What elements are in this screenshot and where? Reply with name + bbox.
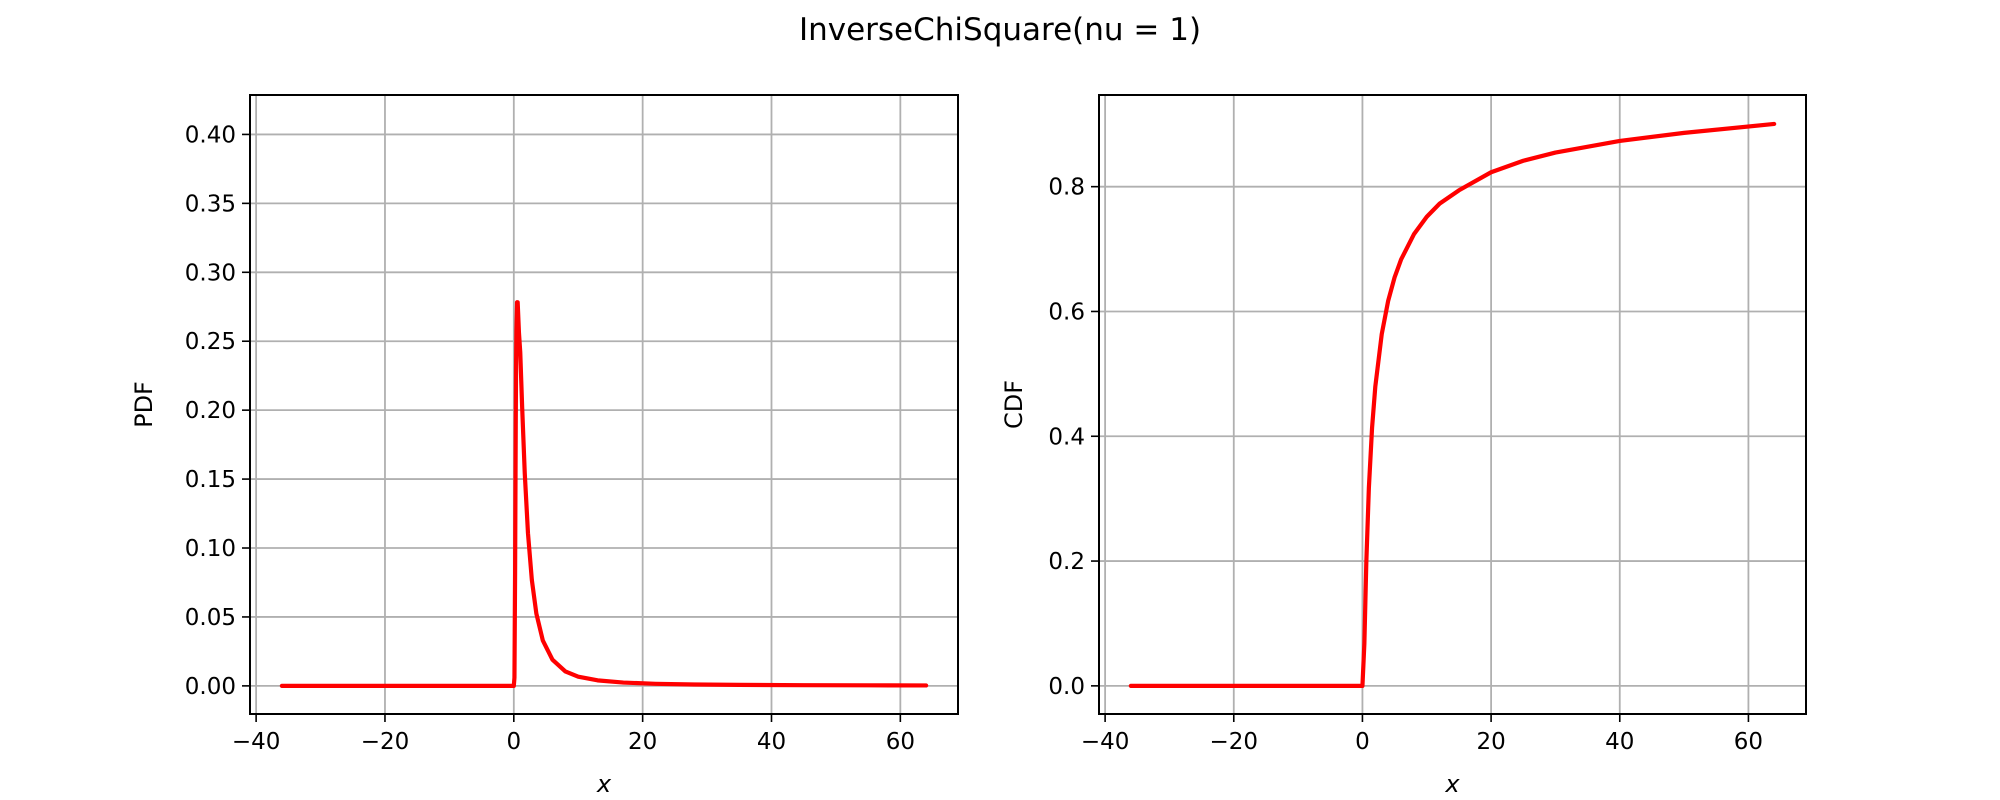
pdf-y-tick-label: 0.10 [185,536,236,562]
cdf-x-tick-label: 60 [1734,729,1763,755]
pdf-x-tick-label: 40 [757,729,786,755]
cdf-x-tick-label: 20 [1476,729,1505,755]
pdf-x-tick-label: −40 [232,729,281,755]
pdf-y-tick-label: 0.05 [185,605,236,631]
pdf-y-tick-label: 0.25 [185,329,236,355]
cdf-y-axis-label: CDF [1000,380,1028,429]
cdf-y-tick-label: 0.4 [1048,424,1085,450]
cdf-x-tick-label: −40 [1081,729,1130,755]
cdf-x-tick-label: −20 [1210,729,1259,755]
pdf-y-tick-label: 0.00 [185,674,236,700]
cdf-x-tick-label: 0 [1355,729,1370,755]
pdf-y-tick-label: 0.35 [185,191,236,217]
pdf-axes-frame [249,94,959,715]
pdf-y-tick-label: 0.40 [185,122,236,148]
cdf-y-tick-label: 0.0 [1048,674,1085,700]
pdf-curve [279,300,929,688]
cdf-x-tick-label: 40 [1605,729,1634,755]
cdf-x-axis-label: x [1444,770,1460,798]
pdf-x-tick-label: 60 [886,729,915,755]
pdf-x-tick-label: 0 [506,729,521,755]
cdf-y-tick-label: 0.2 [1048,549,1085,575]
pdf-y-tick-label: 0.30 [185,260,236,286]
cdf-axes-frame [1098,94,1807,715]
pdf-x-axis-label: x [596,770,612,798]
pdf-y-tick-label: 0.20 [185,398,236,424]
cdf-y-tick-label: 0.8 [1048,175,1085,201]
pdf-y-axis-label: PDF [130,381,158,428]
cdf-y-tick-label: 0.6 [1048,299,1085,325]
pdf-x-tick-label: −20 [361,729,410,755]
figure-title: InverseChiSquare(nu = 1) [799,12,1201,48]
pdf-x-tick-label: 20 [628,729,657,755]
pdf-y-tick-label: 0.15 [185,467,236,493]
pdf-panel: −40 −20 0 20 40 60 0.00 0.05 0.10 0.15 0.20 0.25 0.3… [130,94,959,798]
cdf-panel: −40 −20 0 20 40 60 0.0 0.2 0.4 0.6 0.8 x CDF [1000,94,1807,798]
cdf-curve [1128,121,1777,688]
